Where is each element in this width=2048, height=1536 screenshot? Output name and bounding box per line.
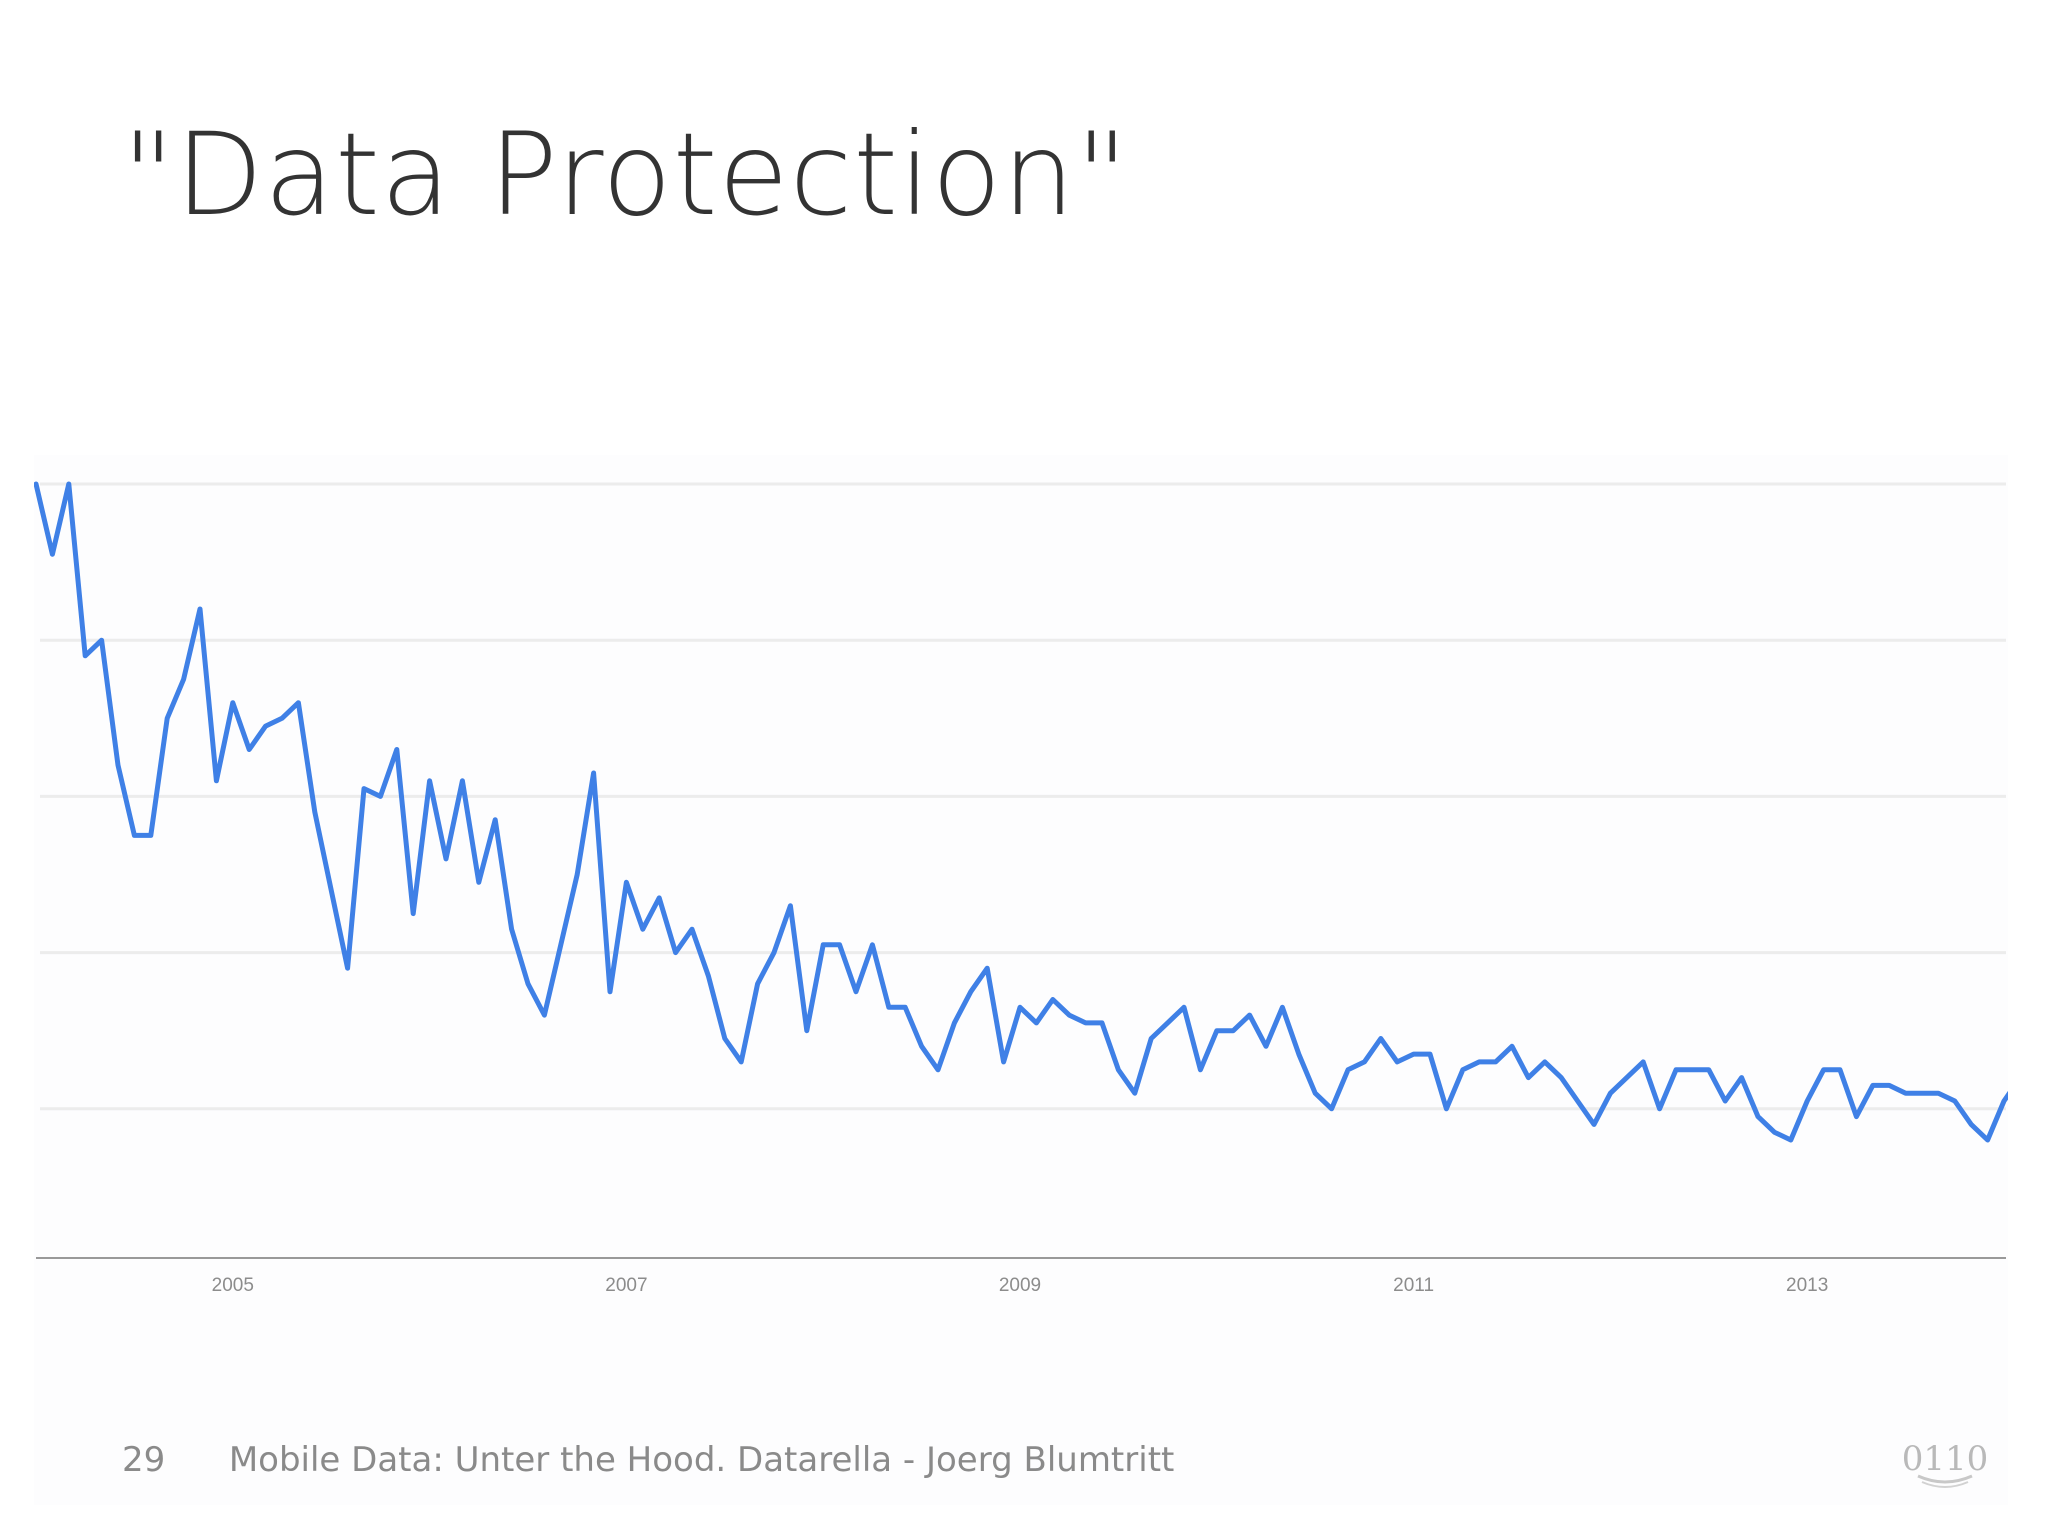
chart-panel: 2005 2007 2009 2011 2013 [34, 455, 2008, 1505]
x-tick-label-2013: 2013 [1786, 1275, 1828, 1296]
x-tick-label-2009: 2009 [999, 1275, 1041, 1296]
x-tick-labels: 2005 2007 2009 2011 2013 [212, 1275, 1829, 1296]
trend-chart: 2005 2007 2009 2011 2013 [34, 481, 2008, 1296]
x-tick-label-2011: 2011 [1393, 1275, 1434, 1296]
footer: 29 Mobile Data: Unter the Hood. Datarell… [122, 1440, 1174, 1490]
gridlines [40, 482, 2006, 1111]
series-layer [34, 481, 2008, 1143]
x-tick-label-2007: 2007 [605, 1275, 647, 1296]
slide-title: "Data Protection" [122, 108, 1130, 241]
x-tick-label-2005: 2005 [212, 1275, 254, 1296]
page-number: 29 [122, 1440, 166, 1480]
series-line-0 [34, 481, 2008, 1143]
datarella-logo: 0110 [1902, 1439, 1989, 1488]
logo-text: 0110 [1902, 1439, 1989, 1479]
footer-text: Mobile Data: Unter the Hood. Datarella -… [228, 1440, 1175, 1480]
